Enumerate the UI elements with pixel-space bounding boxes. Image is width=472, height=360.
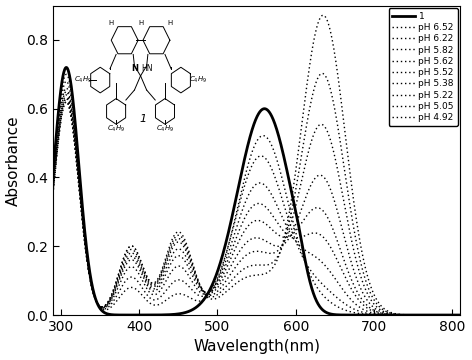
- Y-axis label: Absorbance: Absorbance: [6, 115, 21, 206]
- X-axis label: Wavelength(nm): Wavelength(nm): [193, 339, 320, 355]
- Legend: 1, pH 6.52, pH 6.22, pH 5.82, pH 5.62, pH 5.52, pH 5.38, pH 5.22, pH 5.05, pH 4.: 1, pH 6.52, pH 6.22, pH 5.82, pH 5.62, p…: [388, 8, 457, 126]
